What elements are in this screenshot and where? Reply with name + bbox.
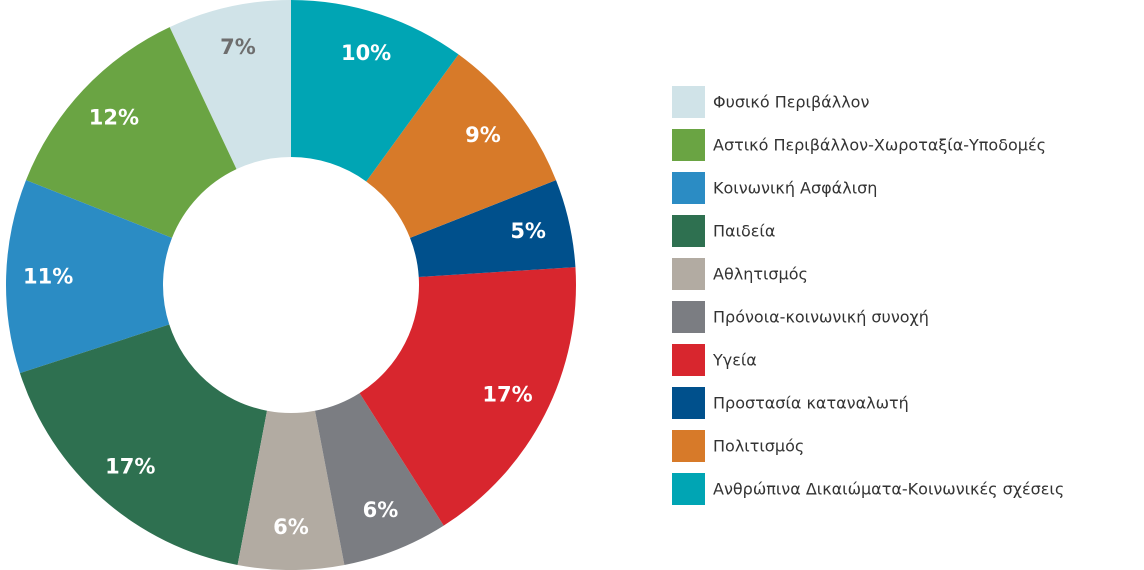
legend-swatch [672, 387, 705, 419]
value-label: 12% [89, 106, 139, 130]
legend-label: Πολιτισμός [713, 437, 804, 456]
legend-swatch [672, 430, 705, 462]
legend-swatch [672, 172, 705, 204]
legend-label: Ανθρώπινα Δικαιώματα-Κοινωνικές σχέσεις [713, 480, 1064, 499]
donut-segment [410, 180, 576, 277]
legend-label: Κοινωνική Ασφάλιση [713, 179, 877, 198]
legend-swatch [672, 344, 705, 376]
value-label: 6% [273, 515, 309, 539]
donut-segment [169, 0, 291, 170]
legend-label: Πρόνοια-κοινωνική συνοχή [713, 308, 929, 327]
donut-segment [366, 54, 556, 238]
legend-label: Αθλητισμός [713, 265, 808, 284]
legend-swatch [672, 473, 705, 505]
donut-segment [26, 27, 237, 238]
legend-label: Αστικό Περιβάλλον-Χωροταξία-Υποδομές [713, 136, 1046, 155]
legend-label: Φυσικό Περιβάλλον [713, 93, 869, 112]
legend-label: Προστασία καταναλωτή [713, 394, 909, 413]
value-label: 17% [482, 382, 532, 406]
value-label: 11% [23, 264, 73, 288]
value-label: 7% [220, 35, 256, 59]
value-label: 9% [465, 123, 501, 147]
legend-swatch [672, 86, 705, 118]
value-label: 5% [510, 219, 546, 243]
donut-segment [5, 180, 172, 374]
legend-swatch [672, 129, 705, 161]
donut-segment [359, 267, 576, 526]
donut-segment [314, 393, 444, 565]
donut-segment [19, 324, 268, 565]
value-label: 17% [105, 454, 155, 478]
legend-swatch [672, 215, 705, 247]
donut-segment [291, 0, 459, 182]
legend-swatch [672, 301, 705, 333]
donut-segment [237, 410, 345, 570]
value-label: 6% [363, 498, 399, 522]
legend-label: Υγεία [712, 351, 757, 370]
legend-swatch [672, 258, 705, 290]
legend-label: Παιδεία [713, 222, 775, 241]
value-label: 10% [341, 41, 391, 65]
